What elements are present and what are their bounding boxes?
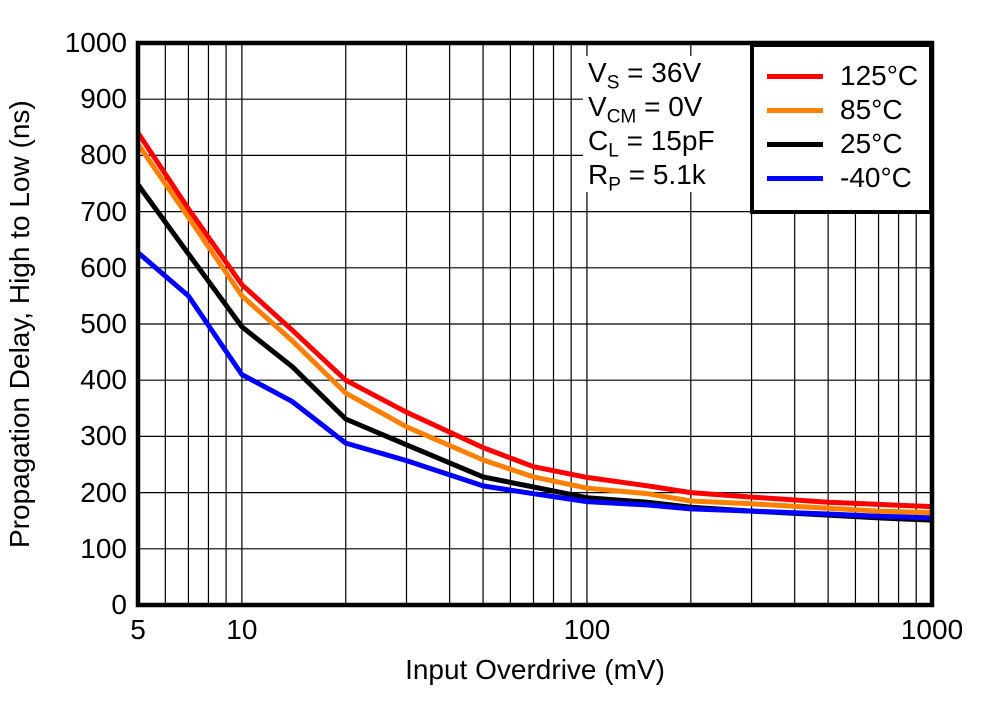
condition-line: VS = 36V [588,57,702,94]
y-tick-label: 500 [80,308,127,339]
y-tick-label: 0 [111,589,127,620]
y-tick-label: 700 [80,195,127,227]
legend-label: 125°C [840,60,919,91]
y-tick-label: 900 [80,83,127,115]
x-tick-label: 5 [130,614,146,645]
legend-label: 85°C [840,94,903,125]
legend-label: 25°C [840,128,903,159]
series-line-125c [135,131,933,510]
condition-line: CL = 15pF [588,125,715,162]
series-line-minus40c [136,250,933,521]
x-tick-label: 100 [563,614,611,645]
legend-swatch-minus40c [767,175,823,181]
legend-item-25c: 25°C [767,127,929,161]
legend-label: -40°C [840,162,912,193]
legend-item-minus40c: -40°C [767,161,929,195]
y-tick-label: 600 [80,251,127,283]
condition-line: RP = 5.1k [588,159,706,196]
legend-swatch-25c [767,141,823,147]
x-axis-title: Input Overdrive (mV) [405,654,665,685]
series-line-25c [135,183,933,523]
legend-item-85c: 85°C [767,93,929,127]
y-tick-label: 300 [80,420,127,452]
condition-line: VCM = 0V [588,91,703,128]
y-tick-label: 1000 [64,27,127,58]
x-tick-label: 1000 [900,614,964,645]
x-tick-label: 10 [226,614,258,645]
y-tick-label: 100 [80,532,127,564]
legend-item-125c: 125°C [767,59,929,93]
test-conditions-block: VS = 36V VCM = 0V CL = 15pF RP = 5.1k [583,56,750,196]
y-tick-label: 400 [80,364,127,396]
legend-swatch-85c [767,107,823,113]
y-tick-label: 200 [80,476,127,508]
plot-frame [135,40,935,608]
series-line-85c [135,142,933,516]
y-tick-label: 800 [80,139,127,171]
legend-swatch-125c [767,73,823,79]
legend: 125°C 85°C 25°C -40°C [750,43,933,214]
